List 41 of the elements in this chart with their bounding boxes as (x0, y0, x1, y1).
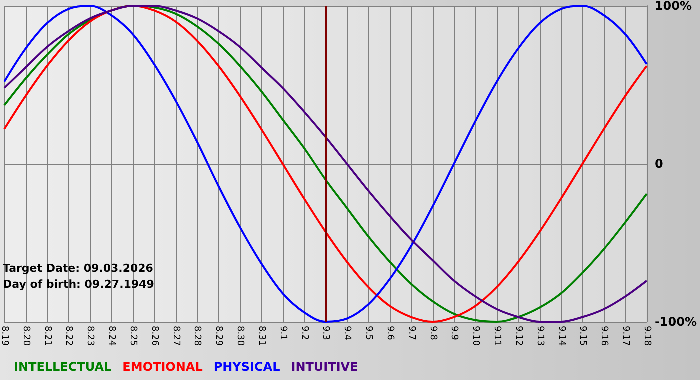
text: INTELLECTUAL (14, 360, 112, 374)
x-tick-label: 8.31 (256, 326, 266, 346)
x-tick-label: 9.17 (620, 326, 631, 346)
text: EMOTIONAL (122, 360, 204, 374)
text: PHYSICAL (214, 360, 281, 374)
x-tick-label: 9.8 (428, 326, 438, 341)
x-tick-label: 8.21 (42, 326, 52, 346)
x-tick-label: 9.5 (364, 326, 374, 340)
x-tick-label: 9.2 (299, 326, 310, 340)
annotation: Day of birth: 09.27.1949 (3, 278, 154, 291)
y-tick-label: 100% (654, 0, 692, 13)
annotation: Target Date: 09.03.2026 (3, 262, 154, 275)
y-tick-label: 0 (654, 157, 664, 171)
x-tick-label: 8.29 (214, 326, 224, 346)
x-tick-label: 9.9 (449, 326, 460, 341)
x-tick-label: 9.6 (384, 326, 395, 341)
x-tick-label: 9.14 (556, 326, 566, 346)
x-tick-label: 8.25 (128, 326, 138, 346)
x-tick-label: 8.24 (106, 326, 117, 346)
x-tick-label: 9.7 (406, 326, 416, 340)
x-tick-label: 8.30 (235, 326, 246, 346)
x-tick-label: 9.10 (470, 326, 481, 346)
line-series (4, 5, 648, 323)
x-tick-label: 8.22 (64, 326, 74, 346)
x-tick-label: 9.11 (492, 326, 502, 346)
x-tick-label: 8.26 (149, 326, 160, 346)
x-tick-label: 9.13 (534, 326, 545, 346)
x-tick-label: 9.1 (278, 326, 288, 340)
y-tick-label: -100% (654, 315, 698, 329)
text: INTUITIVE (291, 360, 358, 374)
x-tick-label: 8.23 (85, 326, 96, 346)
x-tick-label: 8.27 (170, 326, 181, 346)
x-tick-label: 8.28 (192, 326, 202, 346)
x-tick-label: 9.12 (513, 326, 524, 346)
x-tick-label: 8.20 (20, 326, 31, 346)
x-tick-label: 9.3 (320, 326, 331, 340)
x-tick-label: 9.16 (599, 326, 610, 346)
x-tick-label: 9.4 (342, 326, 352, 341)
x-tick-label: 8.19 (0, 326, 10, 346)
x-tick-label: 9.15 (578, 326, 588, 346)
x-tick-label: 9.18 (642, 326, 652, 346)
